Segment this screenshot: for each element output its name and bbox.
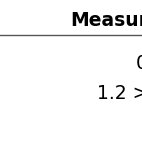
Text: 0: 0 — [136, 54, 142, 73]
Text: 1.2 >: 1.2 > — [97, 84, 142, 103]
Text: Measur: Measur — [70, 11, 142, 30]
